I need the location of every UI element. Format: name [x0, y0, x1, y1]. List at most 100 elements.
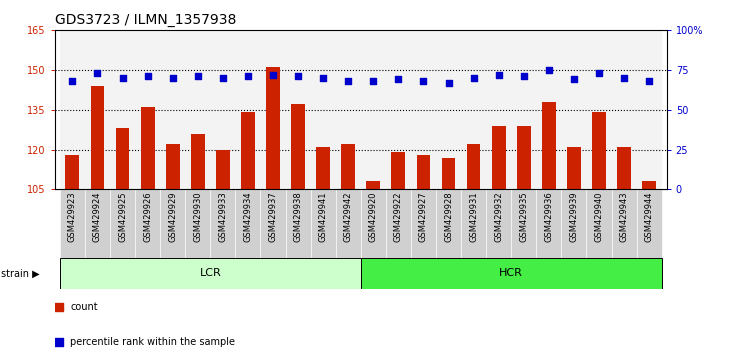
Point [192, 73, 204, 79]
Bar [517, 126, 531, 189]
Bar [235, 189, 260, 258]
Bar [66, 155, 79, 189]
Point [67, 78, 78, 84]
Text: HCR: HCR [499, 268, 523, 279]
Bar [135, 30, 160, 189]
Bar [260, 30, 286, 189]
Bar [360, 30, 386, 189]
Point [167, 75, 178, 81]
Bar [442, 158, 455, 189]
Point [468, 75, 480, 81]
Text: GSM429940: GSM429940 [594, 192, 604, 242]
Point [417, 78, 429, 84]
Text: GSM429928: GSM429928 [444, 192, 453, 242]
Point [643, 78, 655, 84]
Bar [140, 107, 154, 189]
Bar [160, 189, 185, 258]
Bar [266, 67, 280, 189]
Text: GSM429929: GSM429929 [168, 192, 177, 242]
Bar [567, 147, 581, 189]
Point [91, 70, 103, 76]
Bar [60, 30, 85, 189]
Bar [91, 86, 105, 189]
Bar [85, 189, 110, 258]
Text: GSM429935: GSM429935 [519, 192, 529, 242]
Text: GSM429937: GSM429937 [268, 192, 278, 242]
Bar [542, 102, 556, 189]
Point [543, 67, 555, 73]
Point [142, 73, 154, 79]
Bar [241, 113, 255, 189]
Bar [366, 181, 380, 189]
Bar [60, 258, 361, 289]
Text: GSM429933: GSM429933 [219, 192, 227, 242]
Bar [486, 189, 511, 258]
Text: GSM429922: GSM429922 [394, 192, 403, 242]
Bar [115, 128, 129, 189]
Bar [317, 147, 330, 189]
Text: GSM429924: GSM429924 [93, 192, 102, 242]
Bar [486, 30, 511, 189]
Bar [341, 144, 355, 189]
Bar [260, 189, 286, 258]
Bar [386, 30, 411, 189]
Bar [411, 30, 436, 189]
Point [292, 73, 304, 79]
Text: strain ▶: strain ▶ [1, 268, 39, 279]
Bar [586, 30, 612, 189]
Bar [211, 189, 235, 258]
Bar [561, 189, 586, 258]
Bar [311, 189, 336, 258]
Point [568, 76, 580, 82]
Bar [185, 189, 211, 258]
Point [493, 72, 504, 78]
Text: GSM429936: GSM429936 [545, 192, 553, 242]
Bar [511, 30, 537, 189]
Bar [386, 189, 411, 258]
Text: GSM429931: GSM429931 [469, 192, 478, 242]
Point [518, 73, 529, 79]
Bar [592, 113, 606, 189]
Bar [637, 189, 662, 258]
Bar [586, 189, 612, 258]
Point [443, 80, 455, 85]
Point [117, 75, 129, 81]
Text: GSM429920: GSM429920 [368, 192, 378, 242]
Text: GDS3723 / ILMN_1357938: GDS3723 / ILMN_1357938 [55, 12, 236, 27]
Text: GSM429925: GSM429925 [118, 192, 127, 242]
Bar [361, 258, 662, 289]
Text: percentile rank within the sample: percentile rank within the sample [70, 337, 235, 347]
Text: GSM429939: GSM429939 [569, 192, 578, 242]
Text: GSM429943: GSM429943 [620, 192, 629, 242]
Bar [561, 30, 586, 189]
Bar [135, 189, 160, 258]
Bar [461, 30, 486, 189]
Point [267, 72, 279, 78]
Bar [60, 189, 85, 258]
Bar [336, 189, 361, 258]
Point [308, 239, 320, 245]
Bar [466, 144, 480, 189]
Bar [110, 30, 135, 189]
Bar [291, 104, 305, 189]
Text: GSM429927: GSM429927 [419, 192, 428, 242]
Point [618, 75, 630, 81]
Bar [185, 30, 211, 189]
Bar [537, 189, 561, 258]
Bar [336, 30, 360, 189]
Bar [643, 181, 656, 189]
Bar [511, 189, 537, 258]
Text: GSM429942: GSM429942 [344, 192, 353, 242]
Text: GSM429923: GSM429923 [68, 192, 77, 242]
Bar [617, 147, 631, 189]
Point [217, 75, 229, 81]
Bar [85, 30, 110, 189]
Bar [411, 189, 436, 258]
Bar [160, 30, 185, 189]
Bar [110, 189, 135, 258]
Bar [436, 189, 461, 258]
Point [368, 78, 379, 84]
Bar [461, 189, 486, 258]
Bar [637, 30, 662, 189]
Point [317, 75, 329, 81]
